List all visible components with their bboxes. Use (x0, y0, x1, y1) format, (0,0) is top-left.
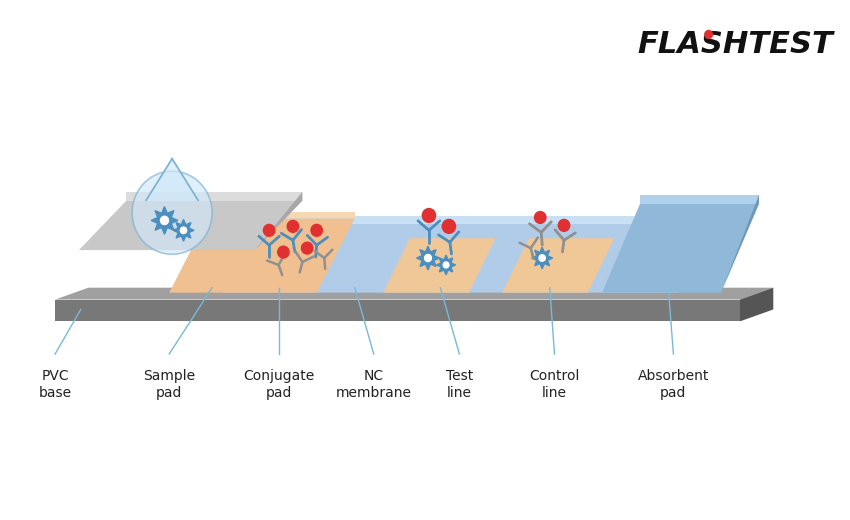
Polygon shape (640, 194, 759, 204)
Polygon shape (443, 262, 449, 268)
Circle shape (302, 242, 313, 254)
Polygon shape (740, 288, 774, 321)
Circle shape (264, 225, 275, 236)
Polygon shape (532, 247, 552, 269)
Text: Control
line: Control line (530, 369, 580, 400)
Polygon shape (222, 224, 730, 293)
Polygon shape (602, 204, 759, 293)
Circle shape (442, 219, 456, 233)
Polygon shape (151, 206, 178, 235)
Circle shape (422, 209, 435, 223)
Polygon shape (55, 288, 774, 300)
Polygon shape (437, 255, 456, 275)
Polygon shape (79, 201, 303, 250)
Circle shape (558, 219, 570, 231)
Polygon shape (169, 218, 354, 293)
Text: PVC
base: PVC base (38, 369, 71, 400)
Text: Absorbent
pad: Absorbent pad (638, 369, 709, 400)
Text: Test
line: Test line (445, 369, 473, 400)
Text: Conjugate
pad: Conjugate pad (243, 369, 314, 400)
Polygon shape (721, 194, 759, 293)
Circle shape (535, 212, 546, 224)
Circle shape (278, 246, 289, 258)
Text: Sample
pad: Sample pad (143, 369, 196, 400)
Polygon shape (255, 192, 303, 250)
Circle shape (705, 31, 712, 38)
Circle shape (311, 225, 322, 236)
Polygon shape (161, 216, 168, 225)
Polygon shape (274, 216, 730, 224)
Circle shape (287, 220, 298, 232)
Polygon shape (424, 254, 432, 262)
Polygon shape (383, 238, 496, 293)
Circle shape (132, 171, 212, 254)
Polygon shape (539, 255, 546, 262)
Polygon shape (173, 219, 194, 241)
Polygon shape (146, 159, 198, 200)
Polygon shape (55, 300, 740, 321)
Polygon shape (416, 246, 439, 270)
Text: NC
membrane: NC membrane (336, 369, 411, 400)
Polygon shape (180, 227, 187, 233)
Polygon shape (502, 238, 615, 293)
Text: FLASHTEST: FLASHTEST (638, 30, 833, 59)
Polygon shape (127, 192, 303, 201)
Polygon shape (207, 212, 354, 218)
